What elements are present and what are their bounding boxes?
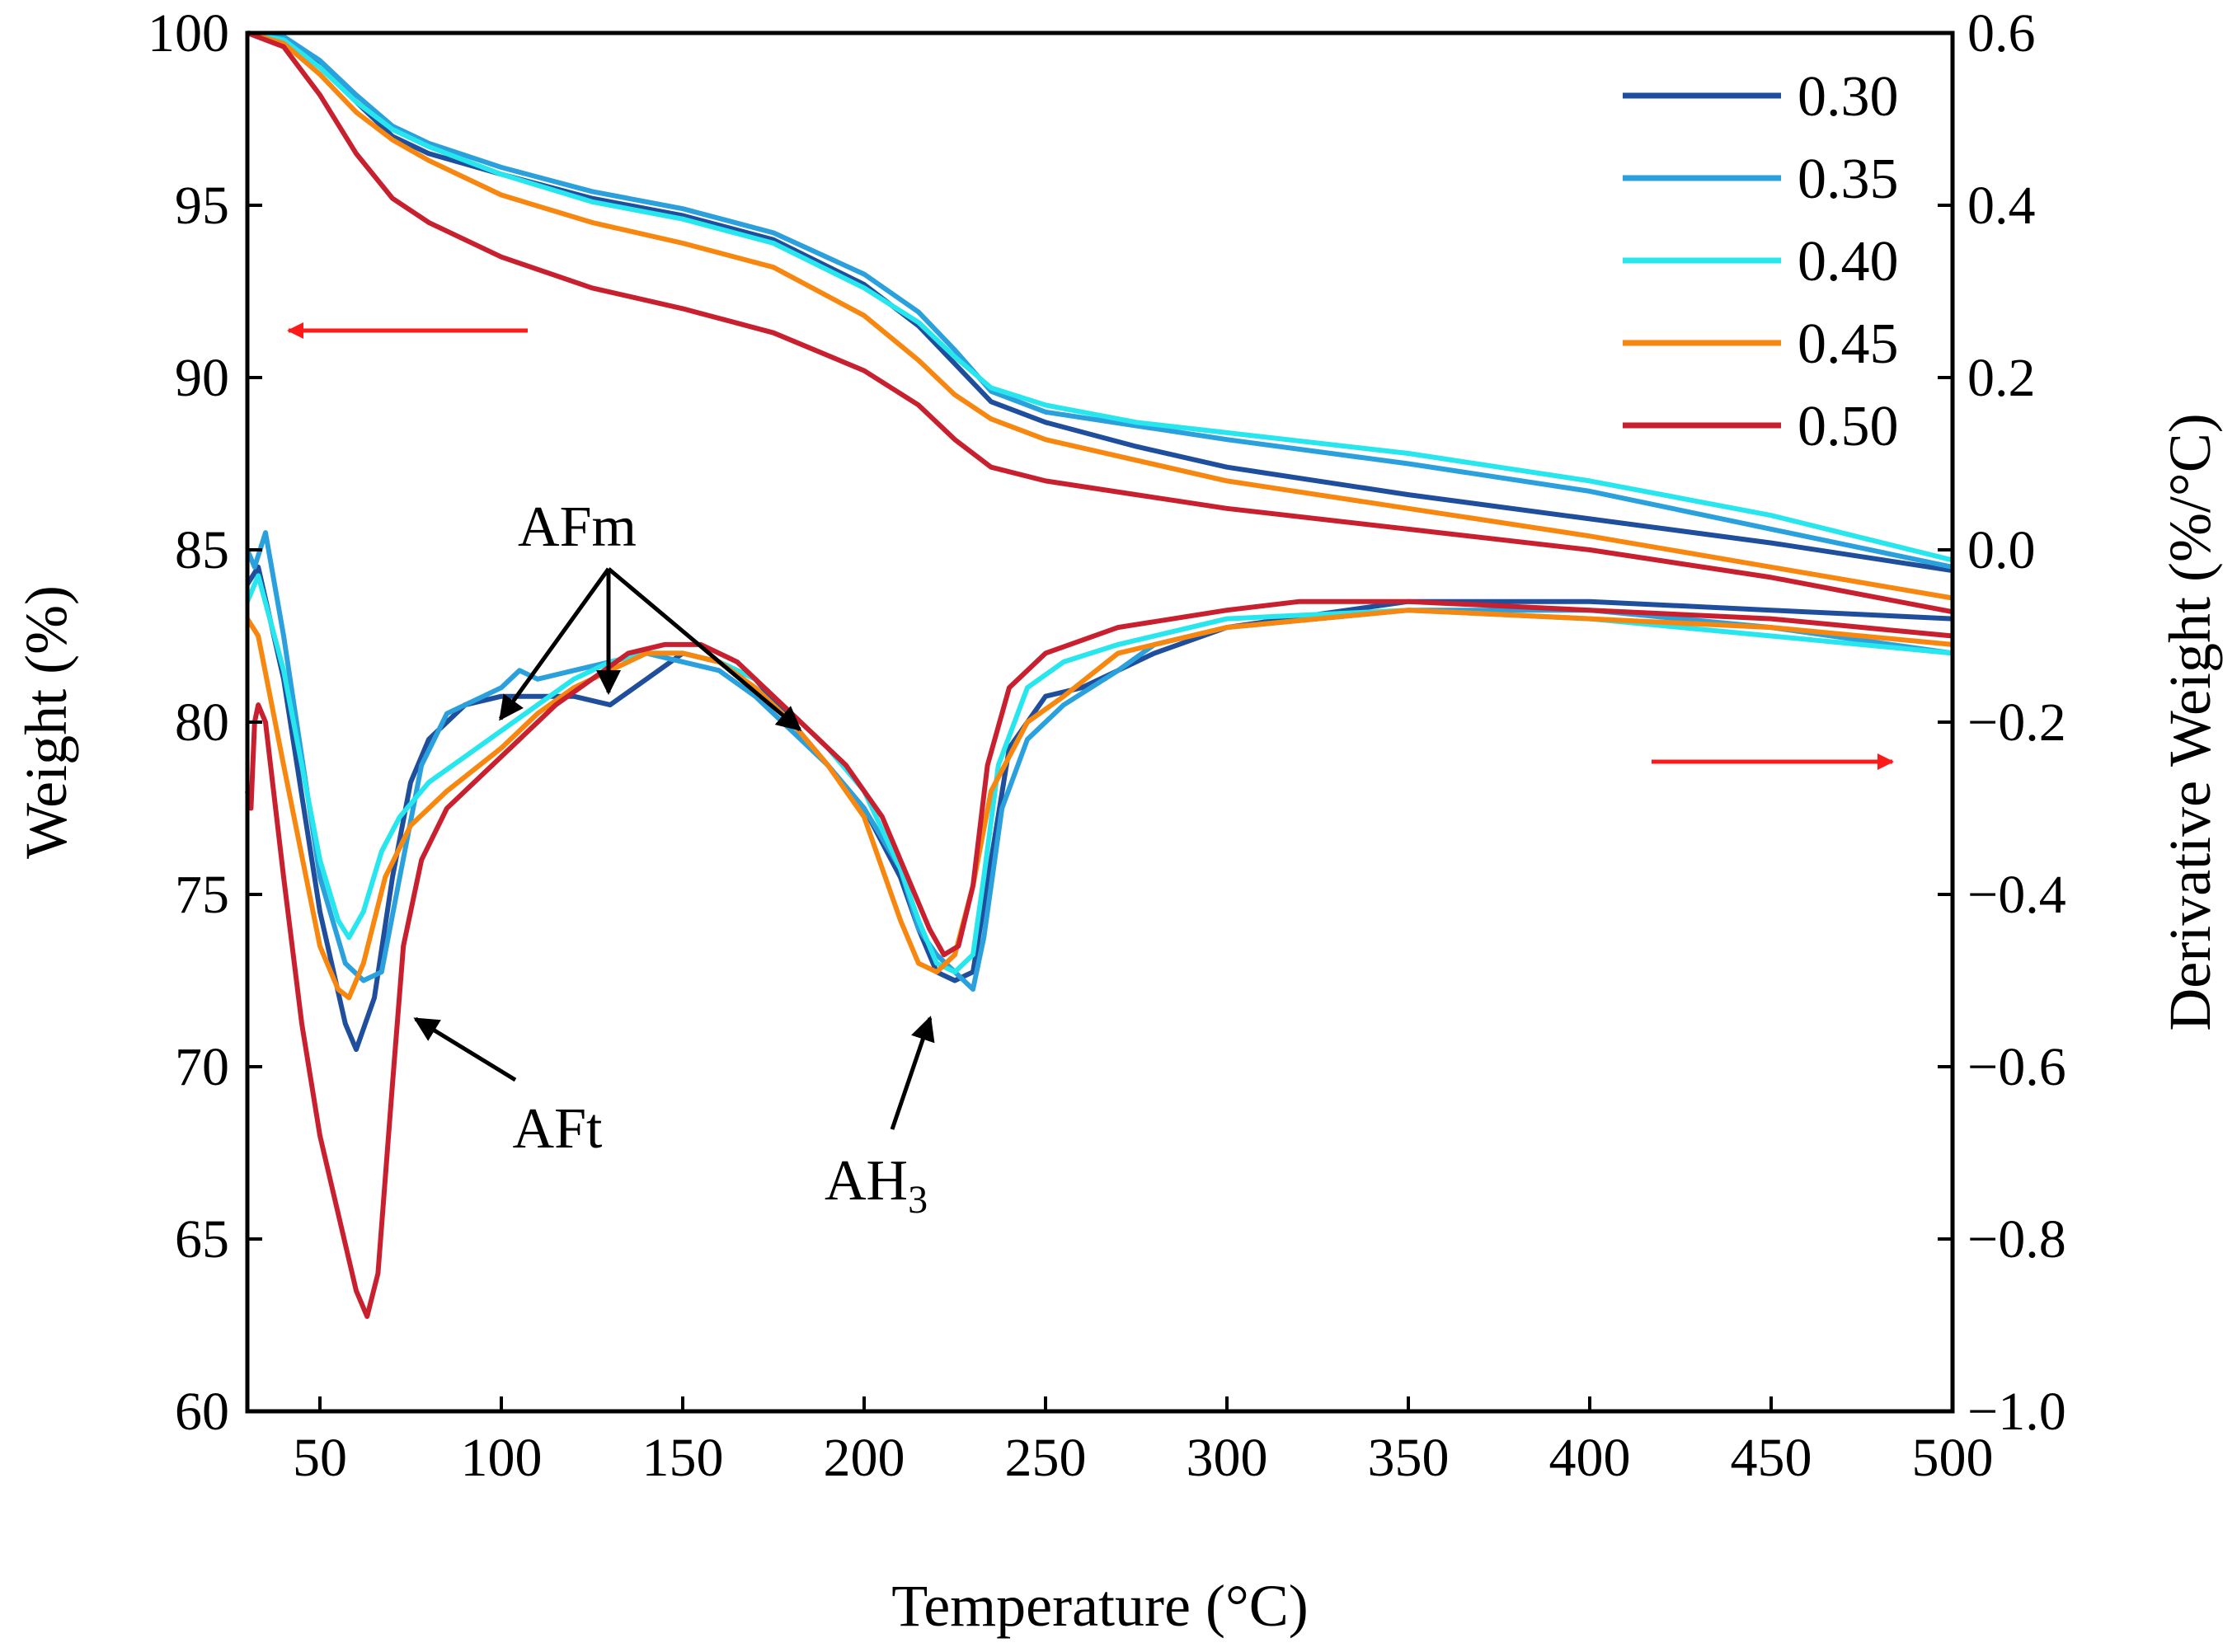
y-left-tick-label: 85 bbox=[175, 520, 229, 580]
series-layer bbox=[245, 31, 1953, 1319]
y-right-tick-label: 0.0 bbox=[1967, 520, 2036, 580]
y-axis-title-left: Weight (%) bbox=[13, 585, 79, 859]
x-axis-title: Temperature (°C) bbox=[891, 1573, 1309, 1639]
x-tick-label: 500 bbox=[1912, 1428, 1994, 1488]
y-left-tick-label: 90 bbox=[175, 348, 229, 408]
y-left-tick-label: 80 bbox=[175, 692, 229, 753]
ah3-arrow bbox=[890, 1016, 935, 1130]
y-right-tick-label: −0.2 bbox=[1967, 692, 2066, 753]
x-tick-label: 450 bbox=[1731, 1428, 1812, 1488]
legend-label-0.30: 0.30 bbox=[1798, 65, 1899, 129]
dtg-curve-0.50 bbox=[245, 598, 1953, 1319]
x-tick-label: 250 bbox=[1005, 1428, 1087, 1488]
annotation-ah3-main: AH bbox=[825, 1149, 908, 1213]
x-tick-label: 100 bbox=[461, 1428, 543, 1488]
y-right-tick-label: 0.6 bbox=[1967, 3, 2036, 63]
y-right-tick-label: −0.6 bbox=[1967, 1037, 2066, 1097]
legend-label-0.45: 0.45 bbox=[1798, 312, 1899, 376]
y-left-tick-label: 65 bbox=[175, 1209, 229, 1270]
y-right-tick-label: 0.2 bbox=[1967, 348, 2036, 408]
tg-curve-0.35 bbox=[247, 31, 1953, 570]
annotation-afm: AFm bbox=[518, 495, 637, 559]
legend-label-0.35: 0.35 bbox=[1798, 148, 1899, 211]
x-tick-label: 400 bbox=[1549, 1428, 1631, 1488]
afm-arrow-3 bbox=[607, 567, 802, 731]
y-right-tick-label: −0.4 bbox=[1967, 865, 2066, 925]
axes-layer: 50 100 150 200 250 300 350 400 450 500 60 65 70 75 80 8… bbox=[148, 3, 2066, 1488]
tg-curve-0.45 bbox=[247, 31, 1953, 601]
y-left-tick-label: 100 bbox=[148, 3, 229, 63]
x-tick-label: 350 bbox=[1368, 1428, 1450, 1488]
x-tick-label: 200 bbox=[824, 1428, 905, 1488]
dtg-curve-0.35 bbox=[245, 530, 1953, 992]
y-right-tick-label: 0.4 bbox=[1967, 176, 2036, 236]
x-tick-label: 300 bbox=[1187, 1428, 1268, 1488]
x-tick-label: 50 bbox=[293, 1428, 347, 1488]
dtg-curve-0.30 bbox=[245, 564, 1953, 1053]
legend-label-0.50: 0.50 bbox=[1798, 395, 1899, 458]
legend: 0.30 0.35 0.40 0.45 0.50 bbox=[1623, 65, 1899, 458]
y-left-tick-label: 60 bbox=[175, 1382, 229, 1442]
plot-frame bbox=[245, 31, 1955, 1414]
annotation-ah3-subscript: 3 bbox=[908, 1178, 928, 1222]
tg-curve-0.50 bbox=[246, 31, 1953, 615]
aft-arrow bbox=[413, 1016, 517, 1082]
y-right-tick-label: −1.0 bbox=[1967, 1382, 2066, 1442]
y-left-tick-label: 95 bbox=[175, 176, 229, 236]
y-left-tick-label: 75 bbox=[175, 865, 229, 925]
y-right-tick-label: −0.8 bbox=[1967, 1209, 2066, 1270]
afm-arrow-1 bbox=[498, 567, 611, 721]
annotation-aft: AFt bbox=[513, 1097, 603, 1161]
y-axis-title-right: Derivative Weight (%/°C) bbox=[2157, 413, 2223, 1030]
annotation-ah3: AH3 bbox=[825, 1149, 928, 1222]
tg-curve-0.40 bbox=[247, 31, 1953, 563]
y-left-tick-label: 70 bbox=[175, 1037, 229, 1097]
x-tick-label: 150 bbox=[642, 1428, 724, 1488]
legend-label-0.40: 0.40 bbox=[1798, 230, 1899, 293]
dtg-curve-0.45 bbox=[245, 608, 1953, 1001]
